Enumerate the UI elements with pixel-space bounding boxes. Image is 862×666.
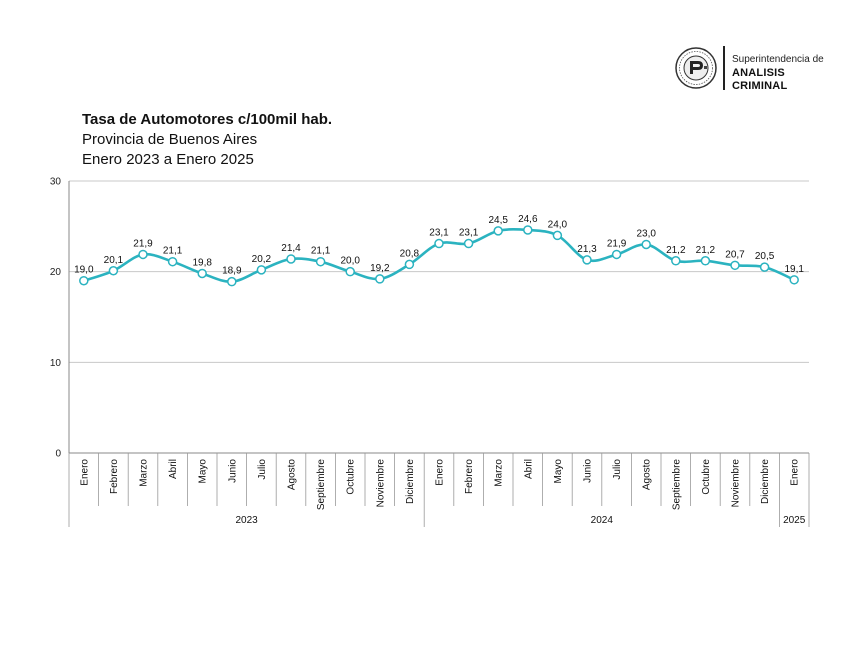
x-tick-label: Septiembre [671,459,682,511]
x-tick-label: Abril [168,459,179,479]
data-label: 23,0 [636,228,656,239]
data-label: 20,1 [104,255,124,266]
data-label: 23,1 [459,228,479,239]
chart-subtitle: Provincia de Buenos Aires [82,131,258,148]
x-tick-label: Febrero [109,459,120,494]
y-tick-label: 10 [50,358,62,369]
x-tick-label: Octubre [346,459,357,495]
x-tick-label: Agosto [287,459,298,491]
data-point [167,256,178,267]
seal-emblem-icon [675,47,717,89]
data-point [108,266,119,276]
x-tick-label: Abril [523,459,534,479]
x-tick-label: Junio [583,459,594,483]
year-label: 2025 [783,515,806,526]
x-tick-label: Diciembre [760,459,771,504]
data-point [197,268,207,279]
data-point [463,238,474,249]
data-label: 21,9 [607,238,627,249]
x-tick-label: Enero [79,459,90,486]
data-point [789,275,799,285]
data-label: 19,1 [784,264,804,275]
x-tick-label: Noviembre [375,459,386,508]
y-tick-label: 20 [50,267,62,278]
x-tick-label: Mayo [553,459,564,484]
y-tick-label: 30 [50,177,62,188]
brand-text: Superintendencia de ANALISIS CRIMINAL [732,54,842,94]
x-tick-label: Marzo [139,459,150,487]
data-point [641,239,651,250]
data-label: 21,1 [163,246,183,257]
year-label: 2024 [591,515,614,526]
brand-line2: ANALISIS CRIMINAL [732,66,788,93]
data-label: 21,2 [696,245,716,256]
data-label: 24,6 [518,214,538,225]
data-label: 20,5 [755,251,775,262]
data-label: 19,2 [370,263,390,274]
data-point [138,249,148,260]
data-label: 19,8 [192,257,212,268]
x-tick-label: Enero [790,459,801,486]
data-label: 21,3 [577,244,597,255]
x-tick-label: Junio [227,459,238,483]
data-point [286,254,296,264]
x-tick-label: Agosto [642,459,653,491]
chart-titles: Tasa de Automotores c/100mil hab. Provin… [82,110,332,170]
x-tick-label: Mayo [198,459,209,484]
data-point [730,260,740,271]
data-label: 20,7 [725,249,745,260]
data-point [671,256,681,266]
data-point [434,238,444,249]
data-point [700,256,711,266]
data-point [493,226,503,236]
x-tick-label: Octubre [701,459,712,495]
x-tick-label: Julio [612,459,623,480]
data-point [345,266,355,277]
chart-title: Tasa de Automotores c/100mil hab. [82,111,333,128]
x-tick-label: Marzo [494,459,505,487]
data-label: 23,1 [429,228,449,239]
data-label: 20,2 [252,254,272,265]
data-point [375,274,385,284]
data-point [227,276,237,287]
data-label: 20,8 [400,248,420,259]
x-tick-label: Diciembre [405,459,416,504]
data-label: 18,9 [222,266,242,277]
data-point [79,275,89,286]
x-tick-label: Febrero [464,459,475,494]
data-point [552,230,563,241]
data-point [256,265,267,275]
brand-logo: Superintendencia de ANALISIS CRIMINAL [672,44,842,92]
x-tick-label: Noviembre [731,459,742,508]
x-tick-label: Septiembre [316,459,327,511]
data-point [611,249,622,260]
data-point [404,259,415,270]
data-label: 21,2 [666,245,686,256]
x-tick-label: Enero [435,459,446,486]
data-label: 21,4 [281,243,301,254]
brand-line1: Superintendencia de [732,54,824,65]
data-label: 19,0 [74,265,94,276]
data-point [582,255,592,265]
y-tick-label: 0 [55,449,61,460]
data-label: 24,0 [548,219,568,230]
data-point [759,262,770,272]
year-label: 2023 [235,515,258,526]
data-label: 21,9 [133,238,153,249]
data-label: 24,5 [488,215,508,226]
data-point [315,256,326,267]
data-point [523,225,533,235]
x-tick-label: Julio [257,459,268,480]
logo-divider [723,46,725,90]
chart-subtitle-period: Enero 2023 a Enero 2025 [82,151,254,168]
data-label: 20,0 [340,256,360,267]
data-label: 21,1 [311,246,331,257]
